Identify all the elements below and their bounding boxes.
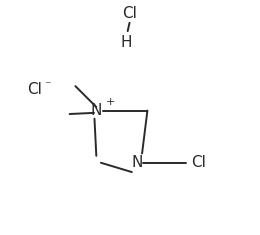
Text: ⁻: ⁻: [44, 79, 51, 92]
Text: N: N: [91, 103, 102, 118]
Text: N: N: [131, 155, 143, 170]
Text: Cl: Cl: [122, 6, 138, 21]
Text: +: +: [106, 97, 115, 107]
Text: Cl: Cl: [27, 82, 42, 97]
Text: Cl: Cl: [191, 155, 206, 170]
Text: H: H: [121, 35, 132, 50]
